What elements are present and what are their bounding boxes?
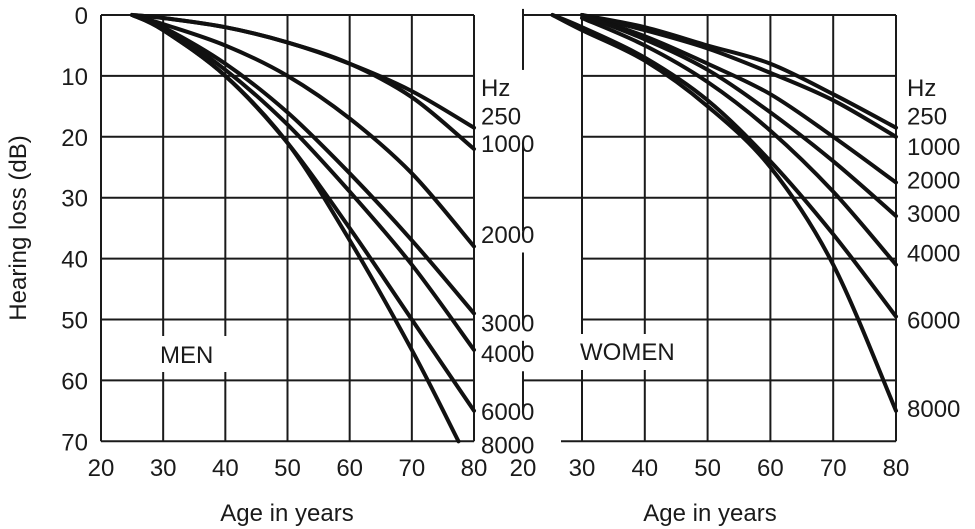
x-tick-label: 30 <box>569 455 596 482</box>
x-tick-label: 70 <box>398 455 425 482</box>
x-axis-label-men: Age in years <box>220 500 353 527</box>
curve-1000hz <box>130 13 476 151</box>
x-axis-label-women: Age in years <box>643 500 776 527</box>
women-panel-label: WOMEN <box>580 339 675 366</box>
y-axis-label: Hearing loss (dB) <box>5 135 32 320</box>
curve-2000hz <box>130 13 476 249</box>
men-curves <box>130 13 476 444</box>
x-tick-label: 40 <box>212 455 239 482</box>
y-tick-label: 10 <box>61 64 88 91</box>
hz-label-women: Hz <box>907 75 936 102</box>
y-tick-label: 70 <box>61 429 88 456</box>
freq-label-6000: 6000 <box>481 399 534 426</box>
x-tick-label: 60 <box>757 455 784 482</box>
x-tick-label: 80 <box>461 455 488 482</box>
freq-label-6000: 6000 <box>907 308 960 335</box>
x-tick-label: 20 <box>88 455 115 482</box>
y-tick-label: 0 <box>75 3 88 30</box>
curve-3000hz <box>580 13 898 218</box>
curve-250hz <box>580 13 898 130</box>
freq-label-3000: 3000 <box>481 311 534 338</box>
women-curves <box>550 13 898 413</box>
curve-2000hz <box>580 13 898 185</box>
y-tick-label: 20 <box>61 125 88 152</box>
freq-label-1000: 1000 <box>907 134 960 161</box>
men-label-bg <box>154 336 232 372</box>
y-tick-label: 50 <box>61 308 88 335</box>
women-panel-grid <box>522 14 897 443</box>
x-tick-label: 30 <box>150 455 177 482</box>
men-panel-grid <box>100 14 475 443</box>
curve-4000hz <box>580 16 898 267</box>
freq-label-8000: 8000 <box>481 432 534 459</box>
freq-label-250: 250 <box>907 103 947 130</box>
freq-label-8000: 8000 <box>907 396 960 423</box>
frequency-labels: 2501000200030004000600080002501000200030… <box>481 8 960 459</box>
curve-4000hz <box>130 13 476 352</box>
hz-label-men: Hz <box>481 75 510 102</box>
freq-label-2000: 2000 <box>907 167 960 194</box>
freq-label-2000: 2000 <box>481 222 534 249</box>
curve-8000hz <box>130 13 461 444</box>
curve-8000hz <box>550 13 898 413</box>
y-tick-label: 30 <box>61 186 88 213</box>
y-tick-label: 60 <box>61 368 88 395</box>
x-tick-label: 40 <box>631 455 658 482</box>
x-tick-label: 20 <box>510 455 537 482</box>
curve-6000hz <box>550 13 898 319</box>
freq-label-1000: 1000 <box>481 131 534 158</box>
x-tick-label: 60 <box>336 455 363 482</box>
men-panel-label: MEN <box>160 342 213 369</box>
freq-label-3000: 3000 <box>907 201 960 228</box>
x-tick-label: 80 <box>883 455 910 482</box>
curve-1000hz <box>580 13 898 139</box>
x-tick-label: 70 <box>820 455 847 482</box>
freq-label-4000: 4000 <box>481 341 534 368</box>
y-tick-label: 40 <box>61 247 88 274</box>
women-label-bg <box>576 334 702 370</box>
x-tick-label: 50 <box>694 455 721 482</box>
freq-label-250: 250 <box>481 103 521 130</box>
x-tick-label: 50 <box>274 455 301 482</box>
freq-label-4000: 4000 <box>907 241 960 268</box>
